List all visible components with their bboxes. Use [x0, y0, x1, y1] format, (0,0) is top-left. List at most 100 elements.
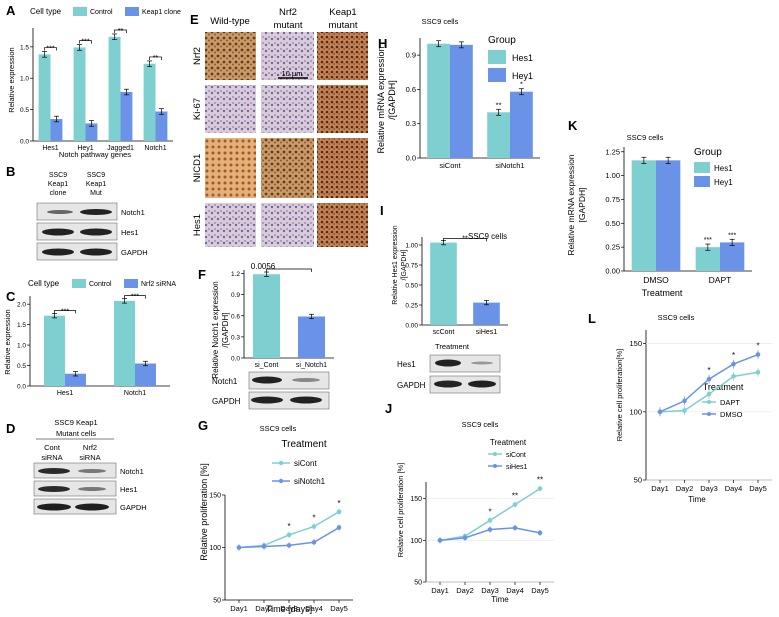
y-tick-label: 100: [410, 538, 422, 545]
data-point: [487, 518, 493, 523]
y-tick-label: 1.0: [17, 343, 26, 350]
y-tick-label: 0.5: [17, 363, 26, 370]
y-tick-label: 0.6: [406, 85, 416, 94]
x-axis-label: Time [days]: [266, 604, 312, 614]
ihc-grid: [205, 32, 368, 247]
panel-letter-d: D: [6, 421, 15, 436]
significance-label: *: [756, 342, 759, 351]
legend-title: Treatment: [281, 439, 326, 450]
panel-h: H SSC9 cells Group Hes1 Hey1 Relative mR…: [376, 17, 540, 170]
western-blot-d: [33, 462, 117, 515]
legend-label: Hey1: [512, 71, 533, 81]
legend-label: siNotch1: [294, 477, 326, 486]
data-point: [336, 525, 342, 530]
panel-letter-c: C: [6, 289, 16, 304]
y-tick-label: 1.2: [231, 271, 240, 278]
y-axis-label: Relative expression: [7, 47, 16, 112]
x-tick-label: Day2: [255, 604, 273, 613]
panel-letter-h: H: [378, 36, 387, 51]
line-chart-g: 50 100 150 Day1 Day2 Day3 Day4 Day5 * * *: [209, 493, 353, 613]
lane-label: siRNA: [79, 453, 100, 462]
bar: [298, 316, 325, 358]
lane-label: Keap1: [48, 181, 68, 188]
legend-marker: [493, 464, 497, 468]
bar-chart-k: 0.00 0.25 0.50 0.75 1.00 1.25 DMSO DAPT *** ***: [605, 147, 752, 285]
y-tick-label: 0.6: [231, 313, 240, 320]
significance-label: **: [537, 476, 543, 485]
data-point: [537, 530, 543, 536]
y-tick-label: 0.3: [231, 334, 240, 341]
panel-l: L SSC9 cells Treatment DAPT DMSO Relativ…: [588, 311, 772, 504]
lane-label: clone: [50, 190, 67, 197]
bar: [143, 63, 156, 141]
x-tick-label: Jagged1: [107, 145, 134, 152]
x-tick-label: Day3: [280, 604, 298, 613]
chart-title: SSC9 cells: [462, 420, 499, 429]
ihc-column-label: mutant: [273, 20, 302, 31]
y-tick-label: 1.25: [605, 147, 620, 156]
panel-a: A Cell type Control Keap1 clone Relative…: [6, 3, 181, 159]
bar: [135, 363, 156, 386]
significance-label: **: [153, 55, 159, 62]
bar: [253, 274, 280, 358]
legend-swatch-hes1: [694, 162, 710, 173]
bar: [108, 36, 121, 141]
legend-swatch-hey1: [488, 68, 506, 82]
data-point: [462, 535, 468, 541]
panel-f: F Relative Notch1 expression /[GAPDH] 0.…: [198, 262, 334, 410]
ihc-column-label: Wild-type: [210, 16, 250, 27]
significance-label: *: [312, 514, 315, 523]
x-tick-label: scCont: [433, 329, 455, 336]
legend-label: DMSO: [720, 410, 743, 419]
bar: [656, 160, 681, 271]
legend-label: Control: [89, 281, 112, 288]
bar: [631, 160, 656, 271]
chart-title: SSC9 cells: [260, 424, 297, 433]
y-tick-label: 150: [209, 493, 221, 500]
legend-label: siCont: [294, 459, 317, 468]
lane-label: SSC9: [87, 172, 105, 179]
x-tick-label: Notch1: [124, 390, 146, 397]
chart-title: SSC9 cells: [422, 17, 459, 26]
data-point: [437, 538, 443, 543]
y-axis-label: /[GAPDH]: [221, 312, 230, 347]
x-tick-label: DMSO: [643, 275, 669, 285]
x-tick-label: Hes1: [57, 390, 73, 397]
panel-letter-k: K: [568, 118, 578, 133]
bar: [450, 44, 473, 158]
ihc-row-label: Nrf2: [192, 47, 203, 65]
y-axis-label: Relative mRNA expression: [566, 154, 576, 255]
x-tick-label: Day4: [506, 586, 524, 595]
lane-label: Nrf2: [83, 443, 97, 452]
y-tick-label: 0.75: [405, 263, 418, 270]
blot-row-label: GAPDH: [121, 248, 148, 257]
x-tick-label: Day3: [700, 484, 718, 493]
western-blot-f: [248, 371, 330, 410]
chart-title: SSC9 cells: [468, 232, 507, 241]
x-axis-label: Notch pathway genes: [59, 150, 131, 159]
blot-row-label: Notch1: [120, 467, 144, 476]
y-tick-label: 0.0: [406, 154, 416, 163]
y-tick-label: 100: [209, 545, 221, 552]
y-tick-label: 150: [629, 339, 642, 348]
x-axis-label: Time: [491, 595, 509, 604]
bar: [487, 112, 510, 158]
y-tick-label: 0.75: [605, 195, 620, 204]
y-axis-label: Relative proliferation [%]: [199, 463, 209, 561]
legend-label: Keap1 clone: [142, 9, 181, 16]
bar-chart-c: 0.0 0.5 1.0 1.5 2.0 Hes1 Notch1 *** ***: [17, 294, 170, 397]
legend-swatch-control: [72, 279, 86, 288]
y-tick-label: 0.00: [605, 267, 620, 276]
y-tick-label: 1.0: [20, 76, 29, 83]
y-tick-label: 0.25: [405, 303, 418, 310]
x-tick-label: si_Notch1: [296, 362, 327, 369]
y-tick-label: 0.0: [17, 384, 26, 391]
legend-title: Group: [694, 147, 722, 158]
significance-bracket: [266, 268, 312, 273]
significance-label: *: [488, 507, 491, 516]
blot-row-label: GAPDH: [212, 397, 241, 406]
